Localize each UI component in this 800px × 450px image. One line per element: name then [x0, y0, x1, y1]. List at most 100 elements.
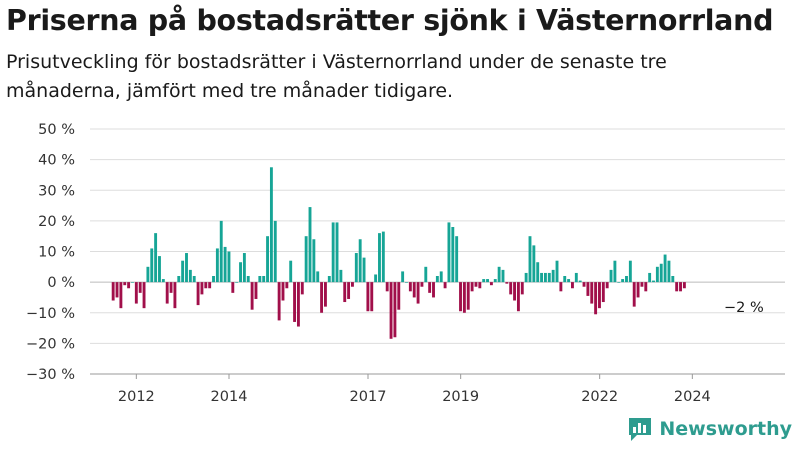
chart-bars	[111, 167, 686, 339]
bar	[594, 282, 598, 315]
bar	[516, 282, 520, 312]
x-axis-labels: 2012 2014 2017 2019 2022 2024	[118, 374, 711, 405]
bar	[586, 282, 590, 296]
bar	[605, 282, 609, 289]
bar	[466, 282, 470, 310]
bar	[300, 282, 304, 295]
bar	[150, 248, 154, 283]
bar	[339, 269, 343, 283]
bar	[547, 272, 551, 283]
bar	[393, 282, 397, 338]
bar	[493, 279, 497, 283]
bar	[250, 282, 254, 310]
bar	[308, 207, 312, 283]
y-tick-label: 50 %	[38, 122, 75, 138]
bar	[362, 257, 366, 283]
bar	[115, 282, 119, 298]
bar	[123, 282, 127, 286]
chart-title: Priserna på bostadsrätter sjönk i Väster…	[6, 4, 774, 37]
bar	[266, 236, 269, 283]
bar	[408, 282, 412, 292]
bar	[532, 245, 536, 283]
bar	[401, 271, 405, 283]
bar	[146, 266, 150, 283]
bar	[374, 274, 378, 283]
bar	[158, 256, 161, 283]
y-tick-label: 40 %	[38, 153, 75, 169]
bar	[567, 279, 571, 283]
bar	[435, 276, 439, 283]
bar	[304, 236, 308, 283]
bar	[324, 282, 327, 307]
bar	[474, 282, 478, 287]
bar	[563, 276, 567, 283]
bar	[540, 272, 544, 283]
bar	[235, 282, 239, 283]
bar	[370, 282, 374, 312]
bar	[543, 272, 547, 283]
bar	[432, 282, 435, 298]
bar	[293, 282, 297, 322]
bar	[188, 269, 192, 283]
bar	[281, 282, 285, 301]
bar	[181, 260, 185, 283]
last-value-label: −2 %	[724, 300, 764, 316]
bar	[470, 282, 474, 292]
bar	[366, 282, 370, 312]
bar	[659, 263, 663, 283]
x-tick-label: 2024	[674, 389, 711, 405]
bar	[173, 282, 177, 309]
bar	[296, 282, 300, 327]
x-tick-label: 2017	[350, 389, 387, 405]
y-axis-labels: 50 % 40 % 30 % 20 % 10 % 0 % −10 % −20 % −30 %	[26, 122, 75, 383]
bar	[621, 279, 625, 283]
bar	[131, 282, 134, 283]
bar	[219, 220, 223, 283]
bar	[246, 276, 250, 283]
bar	[358, 239, 362, 283]
bar	[343, 282, 347, 303]
bar	[381, 231, 385, 283]
bar	[316, 271, 320, 283]
bar	[486, 279, 489, 283]
bar	[269, 167, 273, 283]
bar	[601, 282, 605, 303]
bar	[667, 260, 671, 283]
bar	[625, 276, 628, 283]
bar	[462, 282, 466, 313]
bar	[536, 262, 540, 283]
bar	[412, 282, 416, 298]
bar	[111, 282, 115, 301]
bar	[277, 282, 281, 321]
bar	[644, 282, 648, 292]
bar	[208, 282, 212, 289]
bar	[447, 222, 451, 283]
x-tick-label: 2012	[118, 389, 155, 405]
bar	[501, 269, 505, 283]
y-tick-label: 30 %	[38, 183, 75, 199]
x-tick-label: 2014	[211, 389, 248, 405]
bar	[354, 253, 358, 283]
bar	[347, 282, 351, 299]
bar	[200, 282, 204, 295]
bar	[289, 260, 293, 283]
bar	[663, 254, 667, 283]
bar	[351, 282, 354, 287]
bar	[385, 282, 389, 292]
bar	[632, 282, 636, 307]
bar	[258, 276, 262, 283]
bar	[215, 248, 219, 283]
bar	[312, 239, 316, 283]
bar	[675, 282, 679, 292]
bar	[424, 266, 428, 283]
bar	[397, 282, 401, 310]
bar	[571, 282, 574, 289]
bar	[262, 276, 266, 283]
y-tick-label: −10 %	[26, 306, 75, 322]
y-tick-label: 20 %	[38, 214, 75, 230]
bar	[636, 282, 640, 298]
bar	[578, 280, 582, 283]
bar	[416, 282, 420, 304]
bar	[134, 282, 138, 304]
